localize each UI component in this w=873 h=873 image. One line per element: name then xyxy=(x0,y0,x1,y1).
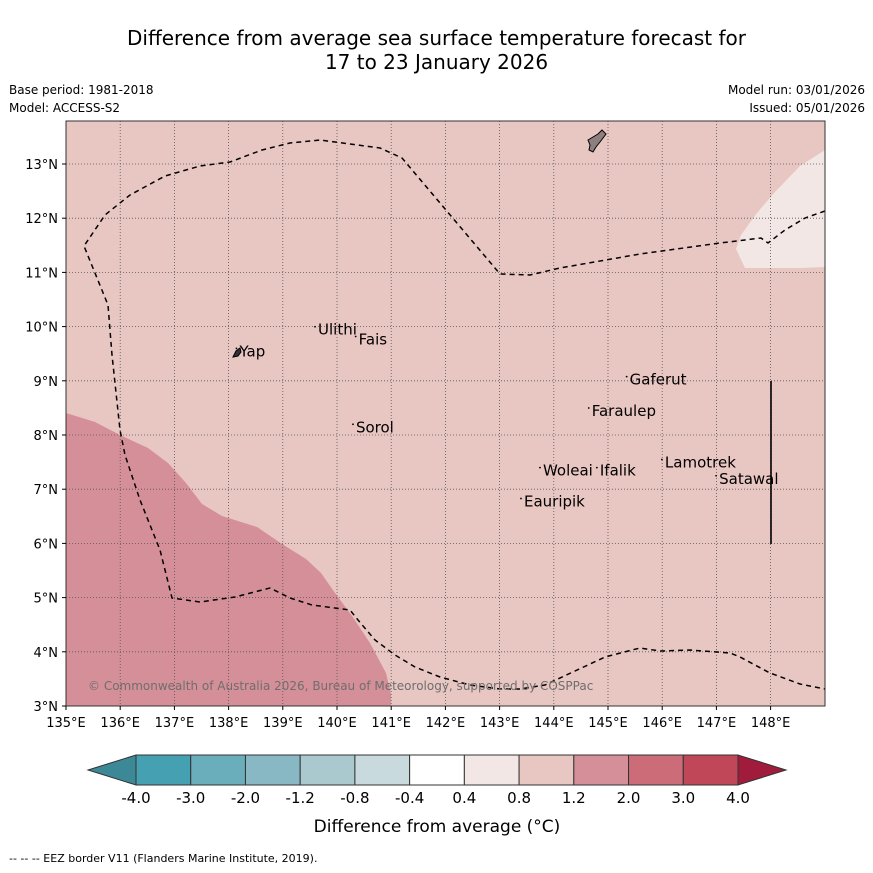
colorbar-tick-label: -0.8 xyxy=(340,789,369,807)
base-period: Base period: 1981-2018 xyxy=(9,83,154,97)
lat-tick-label: 7°N xyxy=(34,483,59,498)
lon-tick-label: 137°E xyxy=(155,716,195,731)
lon-tick-label: 147°E xyxy=(697,716,737,731)
colorbar-tick-label: 2.0 xyxy=(617,789,641,807)
place-label-ifalik: Ifalik xyxy=(600,462,636,480)
colorbar-tick-label: -3.0 xyxy=(176,789,205,807)
place-marker xyxy=(661,458,663,461)
colorbar-tick-label: 0.8 xyxy=(507,789,531,807)
place-marker xyxy=(595,466,598,469)
colorbar-title: Difference from average (°C) xyxy=(314,817,561,837)
sst-cool-anomaly-region xyxy=(736,150,825,268)
lat-tick-label: 8°N xyxy=(34,429,59,444)
lon-tick-label: 146°E xyxy=(642,716,682,731)
colorbar-segment xyxy=(409,754,465,786)
lon-tick-label: 140°E xyxy=(317,716,357,731)
colorbar-tick-label: -1.2 xyxy=(286,789,315,807)
colorbar-high-extension xyxy=(737,754,788,786)
guam-island xyxy=(587,129,607,153)
colorbar-segment xyxy=(354,754,411,786)
meta-left: Base period: 1981-2018 Model: ACCESS-S2 xyxy=(9,81,154,117)
lon-tick-label: 136°E xyxy=(100,716,140,731)
place-marker xyxy=(625,375,628,378)
map-gridlines xyxy=(65,121,825,706)
colorbar-segment xyxy=(190,754,246,786)
longitude-ticks: 135°E 136°E 137°E 138°E 139°E 140°E 141°E 142°E… xyxy=(46,706,790,731)
lat-tick-label: 9°N xyxy=(34,375,59,390)
lat-tick-label: 11°N xyxy=(25,266,58,281)
colorbar-segment xyxy=(628,754,684,786)
lon-tick-label: 148°E xyxy=(751,716,791,731)
lat-tick-label: 3°N xyxy=(34,700,59,715)
lon-tick-label: 142°E xyxy=(426,716,466,731)
lon-tick-label: 138°E xyxy=(209,716,249,731)
colorbar: -4.0 -3.0 -2.0 -1.2 -0.8 -0.4 0.4 0.8 1.2 2.0 3.0 4… xyxy=(86,754,788,837)
title-line-2: 17 to 23 January 2026 xyxy=(324,50,549,74)
colorbar-segment xyxy=(299,754,356,786)
lon-tick-label: 144°E xyxy=(534,716,574,731)
model-run: Model run: 03/01/2026 xyxy=(727,83,865,97)
colorbar-segment xyxy=(135,754,192,786)
colorbar-tick-label: -0.4 xyxy=(395,789,424,807)
place-marker xyxy=(235,347,238,350)
yap-island xyxy=(232,347,242,358)
lat-tick-label: 10°N xyxy=(25,321,58,336)
lon-tick-label: 141°E xyxy=(371,716,411,731)
colorbar-segment xyxy=(518,754,575,786)
place-marker xyxy=(539,466,541,469)
colorbar-segment xyxy=(244,754,301,786)
lat-tick-label: 13°N xyxy=(25,158,58,173)
place-label-lamotrek: Lamotrek xyxy=(665,454,736,472)
place-marker xyxy=(587,407,590,409)
chart-title: Difference from average sea surface temp… xyxy=(0,26,873,74)
place-label-yap: Yap xyxy=(238,342,265,360)
place-label-gaferut: Gaferut xyxy=(630,371,687,389)
lat-tick-label: 6°N xyxy=(34,537,59,552)
meta-right: Model run: 03/01/2026 Issued: 05/01/2026 xyxy=(728,81,865,117)
place-label-woleai: Woleai xyxy=(543,462,593,480)
issued-date: Issued: 05/01/2026 xyxy=(749,101,865,115)
lon-tick-label: 135°E xyxy=(46,716,86,731)
place-label-ulithi: Ulithi xyxy=(318,321,357,339)
place-label-eauripik: Eauripik xyxy=(524,493,585,511)
place-label-satawal: Satawal xyxy=(719,470,778,488)
colorbar-tick-label: 3.0 xyxy=(671,789,695,807)
place-marker xyxy=(314,325,316,328)
colorbar-segments xyxy=(135,754,739,786)
colorbar-tick-label: 0.4 xyxy=(452,789,476,807)
place-label-fais: Fais xyxy=(359,330,388,348)
lon-tick-label: 145°E xyxy=(588,716,628,731)
lat-tick-label: 5°N xyxy=(34,592,59,607)
lon-tick-label: 143°E xyxy=(480,716,520,731)
colorbar-tick-label: 1.2 xyxy=(562,789,586,807)
model-name: Model: ACCESS-S2 xyxy=(9,101,121,115)
colorbar-frame xyxy=(135,754,739,786)
colorbar-tick-label: -4.0 xyxy=(121,789,150,807)
place-marker xyxy=(520,497,522,500)
eez-legend-footnote: -- -- -- EEZ border V11 (Flanders Marine… xyxy=(9,852,318,865)
copyright-notice: © Commonwealth of Australia 2026, Bureau… xyxy=(88,679,593,693)
colorbar-segment xyxy=(682,754,739,786)
colorbar-tick-labels: -4.0 -3.0 -2.0 -1.2 -0.8 -0.4 0.4 0.8 1.2 2.0 3.0 4… xyxy=(121,789,750,807)
lon-tick-label: 139°E xyxy=(263,716,303,731)
place-marker xyxy=(352,423,354,426)
colorbar-tick-label: 4.0 xyxy=(726,789,750,807)
lat-tick-label: 4°N xyxy=(34,646,59,661)
place-label-faraulep: Faraulep xyxy=(592,402,656,420)
latitude-ticks: 3°N 4°N 5°N 6°N 7°N 8°N 9°N 10°N 11°N 12°N 13°N xyxy=(25,158,66,715)
place-marker xyxy=(715,474,718,477)
colorbar-tick-label: -2.0 xyxy=(231,789,260,807)
lat-tick-label: 12°N xyxy=(25,212,58,227)
place-marker xyxy=(354,335,357,338)
title-line-1: Difference from average sea surface temp… xyxy=(126,26,746,50)
colorbar-segment xyxy=(463,754,520,786)
colorbar-low-extension xyxy=(86,754,137,786)
colorbar-segment xyxy=(573,754,630,786)
place-label-sorol: Sorol xyxy=(356,418,394,436)
